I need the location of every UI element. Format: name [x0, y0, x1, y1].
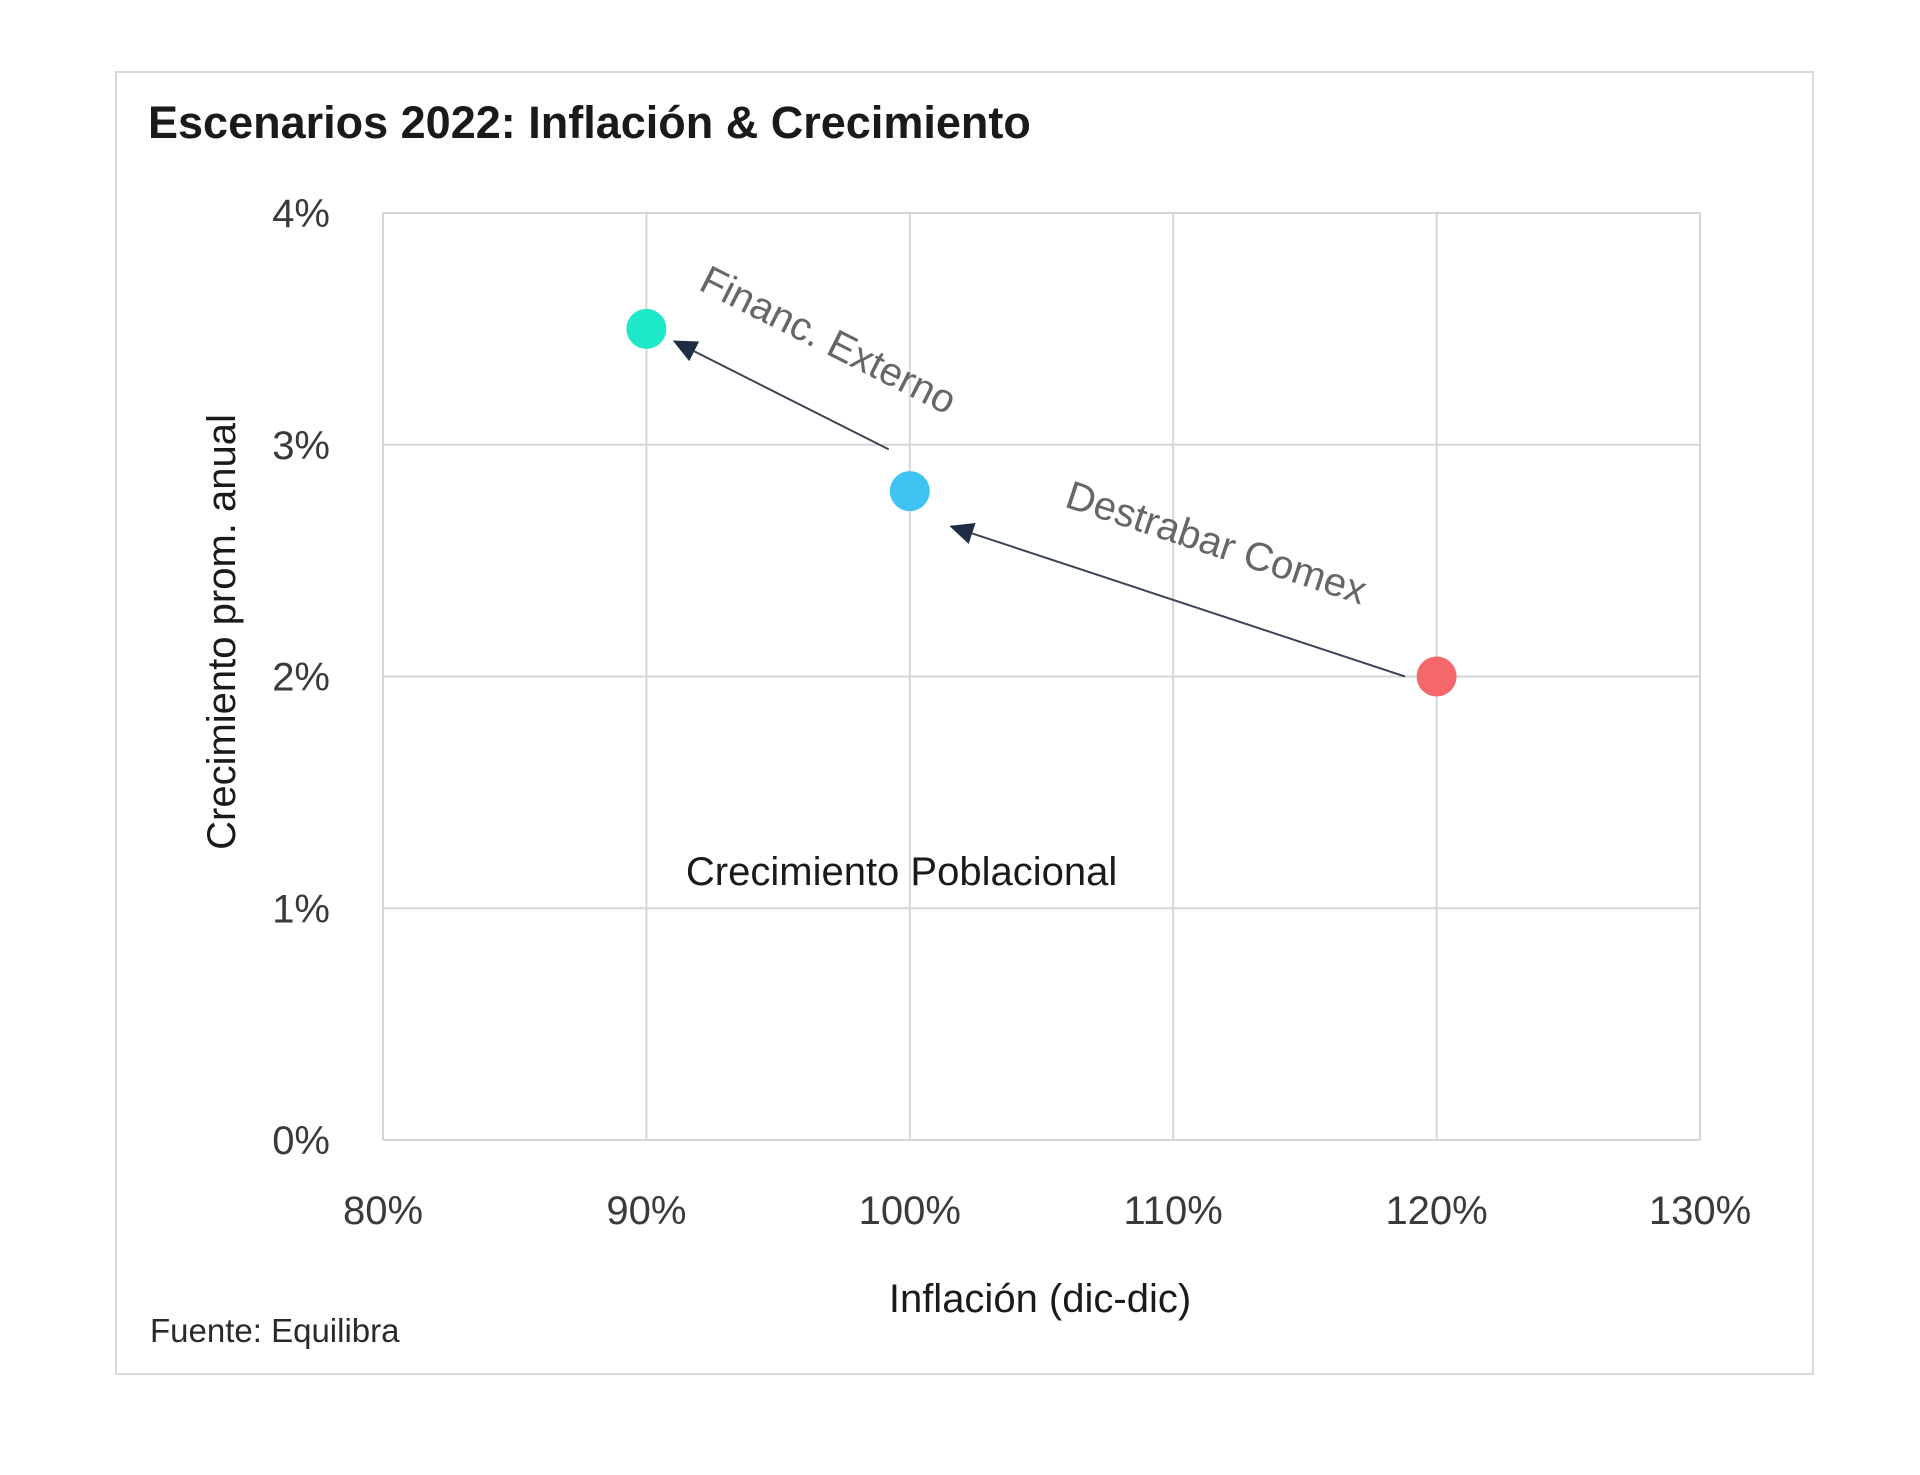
arrow-head [949, 522, 976, 544]
y-axis-title: Crecimiento prom. anual [200, 414, 244, 850]
x-tick-label: 130% [1649, 1189, 1751, 1233]
annotation-label: Crecimiento Poblacional [686, 850, 1117, 894]
scenario-arrow: Destrabar Comex [949, 473, 1406, 678]
arrow-layer: Destrabar Comex Financ. Externo [672, 258, 1406, 678]
x-tick-label: 120% [1385, 1189, 1487, 1233]
x-axis-title: Inflación (dic-dic) [889, 1277, 1191, 1321]
tick-labels: 80% 90% 100% 110% 120% 130% 0% 1% 2% 3% 4% [272, 192, 1751, 1233]
arrow-line [971, 532, 1406, 678]
arrow-head [672, 340, 700, 362]
chart-title: Escenarios 2022: Inflación & Crecimiento [148, 97, 1031, 148]
y-tick-label: 2% [272, 656, 330, 700]
y-tick-label: 4% [272, 192, 330, 236]
arrow-label: Destrabar Comex [1061, 473, 1372, 613]
chart-frame [115, 71, 1814, 1375]
y-tick-label: 3% [272, 424, 330, 468]
x-tick-label: 90% [606, 1189, 686, 1233]
arrow-line [693, 350, 890, 451]
scenario-arrow: Financ. Externo [672, 258, 963, 451]
y-tick-label: 1% [272, 887, 330, 931]
scatter-point [1416, 656, 1457, 697]
scatter-point [626, 308, 667, 349]
point-layer [626, 308, 1457, 697]
x-tick-label: 80% [343, 1189, 423, 1233]
grid-layer [382, 212, 1701, 1141]
source-note: Fuente: Equilibra [150, 1312, 400, 1349]
scatter-point [889, 471, 930, 512]
y-tick-label: 0% [272, 1119, 330, 1163]
x-tick-label: 110% [1124, 1189, 1223, 1233]
x-tick-label: 100% [859, 1189, 961, 1233]
annotation-layer: Crecimiento Poblacional [686, 850, 1117, 894]
arrow-label: Financ. Externo [693, 258, 963, 423]
